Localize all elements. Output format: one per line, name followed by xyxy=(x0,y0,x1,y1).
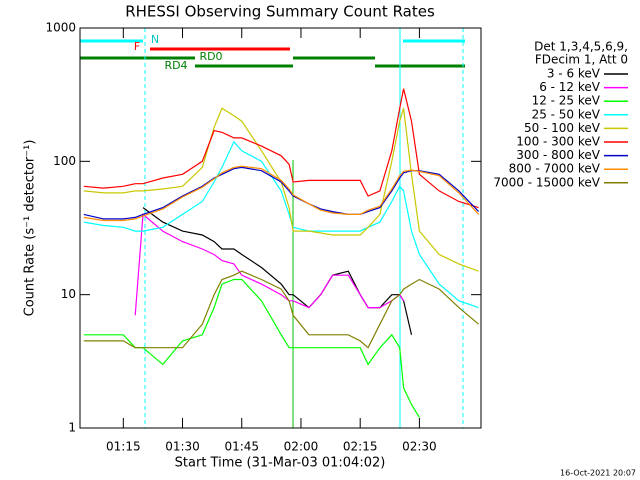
y-tick-label: 100 xyxy=(53,154,76,168)
annotation: N xyxy=(151,33,159,46)
series-line xyxy=(83,107,479,272)
y-axis-label: Count Rate (s⁻¹ detector⁻¹) xyxy=(23,140,38,317)
y-tick-label: 10 xyxy=(61,287,76,301)
legend-label: 25 - 50 keV xyxy=(532,107,601,121)
legend-label: 800 - 7000 keV xyxy=(509,162,601,176)
legend-label: 12 - 25 keV xyxy=(532,94,601,108)
series-line xyxy=(83,278,420,418)
legend-label: 100 - 300 keV xyxy=(516,135,600,149)
legend-header: FDecim 1, Att 0 xyxy=(535,53,628,67)
series-line xyxy=(142,207,413,335)
annotation: RD4 xyxy=(164,59,187,72)
x-tick-label: 01:15 xyxy=(106,440,141,454)
x-tick-label: 02:15 xyxy=(343,440,378,454)
series-line xyxy=(83,88,479,209)
annotation: RD0 xyxy=(199,50,222,63)
legend-label: 300 - 800 keV xyxy=(516,148,600,162)
series-line xyxy=(83,270,479,349)
status-bars: F N RD0 RD4 xyxy=(80,28,465,428)
x-tick-label: 02:00 xyxy=(284,440,319,454)
x-tick-label: 01:45 xyxy=(224,440,259,454)
series-line xyxy=(83,166,480,220)
legend-label: 3 - 6 keV xyxy=(547,67,601,81)
legend-header: Det 1,3,4,5,6,9, xyxy=(534,40,628,54)
x-axis-label: Start Time (31-Mar-03 01:04:02) xyxy=(175,456,386,471)
legend-label: 50 - 100 keV xyxy=(524,121,601,135)
annotation: F xyxy=(134,40,140,53)
y-tick-label: 1 xyxy=(68,421,76,435)
y-tick-label: 1000 xyxy=(45,21,76,35)
axes-frame xyxy=(79,27,482,429)
series-line xyxy=(83,140,479,309)
x-tick-label: 01:30 xyxy=(165,440,200,454)
plot-area xyxy=(83,88,480,418)
chart-title: RHESSI Observing Summary Count Rates xyxy=(125,3,435,21)
series-line xyxy=(83,165,480,222)
legend-label: 7000 - 15000 keV xyxy=(493,175,600,189)
legend-label: 6 - 12 keV xyxy=(539,80,601,94)
x-tick-label: 02:30 xyxy=(402,440,437,454)
footer: 16-Oct-2021 20:07 xyxy=(560,469,636,478)
